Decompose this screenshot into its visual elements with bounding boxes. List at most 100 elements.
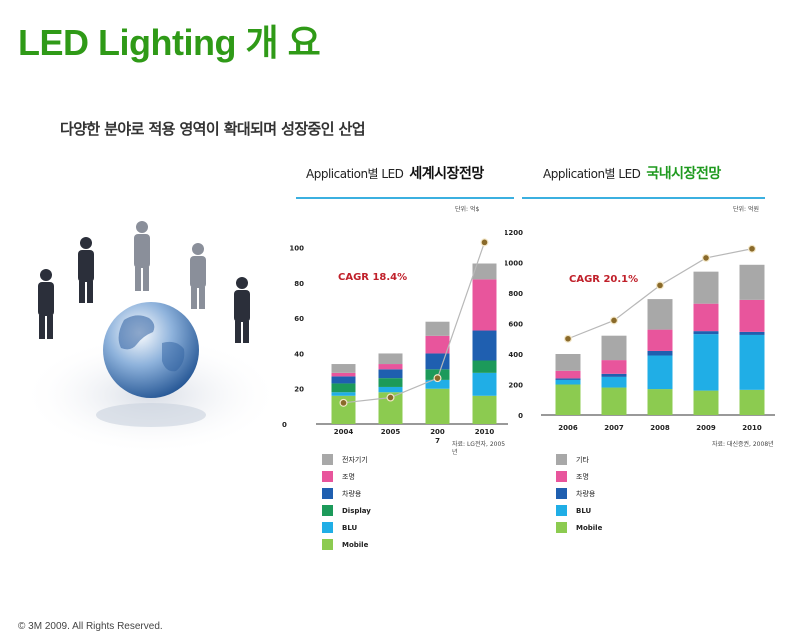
bar-segment — [647, 389, 673, 415]
x-tick-label: 2008 — [650, 424, 670, 432]
world-chart-header: Application별 LED 세계시장전망 — [306, 163, 484, 183]
legend-item: BLU — [322, 519, 371, 536]
legend-label: 전자기기 — [342, 455, 368, 464]
bar-segment — [472, 279, 497, 331]
bar-segment — [647, 329, 673, 351]
domestic-chart-title-prefix: Application별 LED — [543, 167, 641, 181]
legend-swatch — [322, 539, 333, 550]
bar-segment — [378, 364, 403, 370]
domestic-header-underline — [522, 197, 765, 199]
domestic-chart-title: 국내시장전망 — [646, 166, 721, 182]
y-tick-label: 60 — [294, 315, 304, 323]
cagr-label: CAGR 18.4% — [338, 272, 407, 283]
world-unit-label: 단위: 억$ — [455, 206, 480, 213]
x-tick-label: 2010 — [475, 428, 495, 436]
domestic-chart-header: Application별 LED 국내시장전망 — [543, 163, 721, 183]
y-tick-label: 1200 — [505, 229, 523, 237]
legend-swatch — [322, 454, 333, 465]
world-chart-title-prefix: Application별 LED — [306, 167, 404, 181]
bar-segment — [601, 360, 627, 374]
bar-segment — [555, 354, 581, 371]
domestic-legend: 기타 조명 차량용 BLU Mobile — [556, 451, 602, 536]
bar-segment — [472, 395, 497, 424]
bar-segment — [555, 379, 581, 385]
trend-marker — [386, 393, 395, 402]
y-tick-label: 0 — [518, 412, 523, 420]
legend-swatch — [556, 488, 567, 499]
y-tick-label: 100 — [289, 245, 304, 253]
bar-segment — [739, 331, 765, 335]
bar-segment — [378, 353, 403, 365]
legend-label: BLU — [342, 523, 358, 532]
y-tick-label: 1000 — [505, 260, 523, 268]
globe — [103, 302, 199, 398]
legend-swatch — [556, 522, 567, 533]
bar-segment — [601, 387, 627, 415]
bar-segment — [555, 384, 581, 415]
legend-swatch — [322, 488, 333, 499]
y-tick-label: 200 — [508, 382, 523, 390]
bar-segment — [331, 383, 356, 393]
trend-marker — [656, 281, 665, 290]
x-tick-label: 2004 — [334, 428, 354, 436]
legend-item: 전자기기 — [322, 451, 371, 468]
legend-label: 조명 — [342, 472, 355, 481]
bar-segment — [331, 376, 356, 384]
legend-item: 조명 — [322, 468, 371, 485]
bar-segment — [647, 350, 673, 356]
world-market-chart: 0 20 40 60 80 100 2004 2005 2007 2010 CAGR 18.4% — [282, 238, 508, 445]
bar-segment — [555, 370, 581, 379]
trend-marker — [702, 253, 711, 262]
legend-label: 기타 — [576, 455, 589, 464]
trend-marker — [563, 334, 572, 343]
trend-marker — [339, 398, 348, 407]
bar-segment — [425, 353, 450, 370]
bar-segment — [378, 386, 403, 393]
legend-item: 조명 — [556, 468, 602, 485]
x-tick-label: 200 — [430, 428, 445, 436]
y-tick-label: 800 — [508, 290, 523, 298]
domestic-source-note: 자료: 대신증권, 2008년 — [712, 441, 774, 448]
x-tick-label: 2006 — [558, 424, 578, 432]
legend-item: BLU — [556, 502, 602, 519]
world-header-underline — [296, 197, 514, 199]
bar-segment — [693, 271, 719, 304]
bar-segment — [425, 335, 450, 354]
bar-segment — [739, 264, 765, 300]
bar-segment — [472, 372, 497, 396]
trend-line — [343, 242, 486, 404]
legend-label: Mobile — [342, 540, 369, 549]
bar-segment — [601, 376, 627, 388]
page-subtitle: 다양한 분야로 적용 영역이 확대되며 성장중인 산업 — [60, 120, 366, 138]
x-tick-label: 2005 — [381, 428, 401, 436]
legend-label: BLU — [576, 506, 592, 515]
bar-segment — [472, 263, 497, 280]
page-title: LED Lighting 개 요 — [18, 22, 321, 63]
trend-marker — [748, 244, 757, 253]
bar-segment — [378, 378, 403, 387]
bar-segment — [331, 372, 356, 377]
x-tick-label: 2009 — [696, 424, 716, 432]
bar-segment — [693, 390, 719, 415]
domestic-market-chart: 0 200 400 600 800 1000 1200 2006 2007 2008 2009 201… — [505, 229, 775, 432]
y-tick-label: 600 — [508, 321, 523, 329]
bar-segment — [647, 299, 673, 330]
bar-segment — [601, 373, 627, 377]
domestic-unit-label: 단위: 억원 — [733, 206, 760, 213]
bar-segment — [331, 392, 356, 396]
bar-segment — [472, 360, 497, 373]
x-tick-label: 2007 — [604, 424, 624, 432]
bar-segment — [693, 334, 719, 391]
bar-segment — [331, 364, 356, 373]
legend-label: Display — [342, 506, 371, 515]
legend-item: Mobile — [322, 536, 371, 553]
legend-swatch — [322, 471, 333, 482]
legend-swatch — [556, 454, 567, 465]
legend-label: 조명 — [576, 472, 589, 481]
bar-segment — [425, 321, 450, 336]
legend-swatch — [322, 505, 333, 516]
legend-swatch — [556, 471, 567, 482]
legend-label: 차량용 — [342, 489, 362, 498]
trend-marker — [480, 238, 489, 247]
bar-segment — [378, 369, 403, 379]
